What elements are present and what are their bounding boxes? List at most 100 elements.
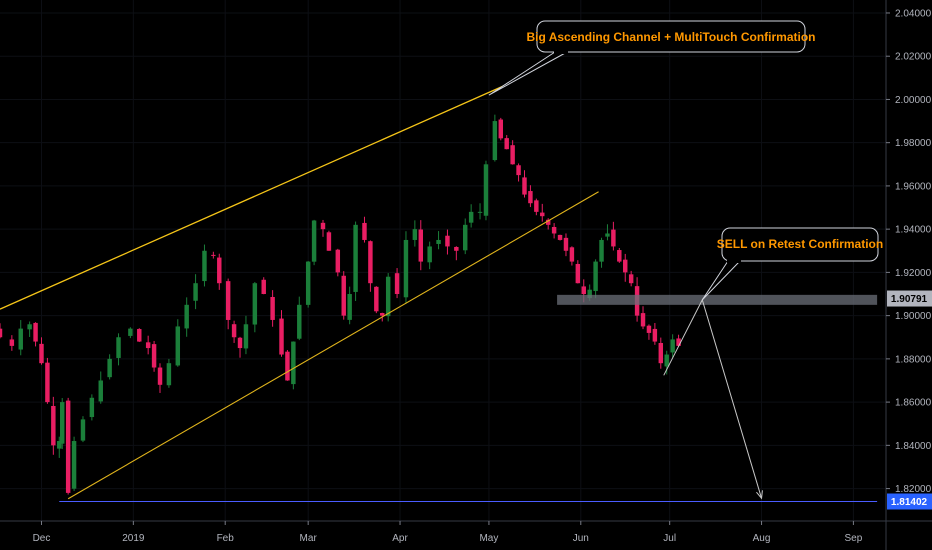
candle-down bbox=[368, 241, 373, 284]
grid bbox=[0, 0, 886, 521]
callout-text: Big Ascending Channel + MultiTouch Confi… bbox=[527, 30, 816, 44]
candle-down bbox=[545, 219, 551, 225]
channel-upper-line[interactable] bbox=[0, 83, 507, 310]
candle-down bbox=[623, 259, 628, 273]
candle-up bbox=[436, 239, 441, 244]
candle-up bbox=[605, 233, 610, 237]
price-axis[interactable]: 2.04000 2.02000 2.00000 1.98000 1.96000 1.940… bbox=[886, 8, 932, 495]
candle-down bbox=[611, 229, 616, 247]
x-tick-label: Feb bbox=[217, 533, 235, 544]
candle-down bbox=[145, 342, 151, 349]
x-tick-label: Sep bbox=[845, 533, 863, 544]
callout-box[interactable] bbox=[536, 20, 806, 53]
y-tick-label: 2.00000 bbox=[895, 95, 932, 106]
candle-up bbox=[291, 341, 296, 385]
candle-down bbox=[0, 328, 3, 338]
candle-up bbox=[483, 164, 489, 216]
x-tick-label: Aug bbox=[753, 533, 771, 544]
candle-up bbox=[670, 339, 675, 353]
x-tick-label: Mar bbox=[300, 533, 318, 544]
candle-down bbox=[516, 165, 521, 176]
callout-text: SELL on Retest Confirmation bbox=[717, 237, 883, 251]
price-tag-label: 1.81402 bbox=[891, 497, 928, 508]
candle-up bbox=[463, 224, 468, 251]
callouts: Big Ascending Channel + MultiTouch Confi… bbox=[488, 20, 883, 301]
candle-down bbox=[39, 343, 44, 364]
candle-down bbox=[320, 222, 326, 230]
candle-down bbox=[617, 250, 622, 262]
candle-down bbox=[211, 254, 216, 256]
candle-down bbox=[581, 286, 586, 295]
candle-down bbox=[522, 177, 527, 195]
candle-up bbox=[107, 358, 112, 378]
candle-down bbox=[418, 229, 423, 262]
candle-up bbox=[664, 354, 669, 367]
y-tick-label: 1.90000 bbox=[895, 311, 932, 322]
candle-down bbox=[510, 145, 515, 165]
candle-down bbox=[270, 296, 275, 320]
candle-up bbox=[587, 289, 592, 299]
resistance-zone[interactable] bbox=[557, 294, 878, 305]
candle-up bbox=[80, 419, 86, 441]
projection-arrowhead bbox=[756, 490, 763, 500]
candle-down bbox=[563, 237, 569, 251]
x-tick-label: May bbox=[479, 533, 498, 544]
candle-up bbox=[412, 229, 418, 240]
candle-up bbox=[60, 402, 65, 444]
candle-up bbox=[243, 324, 249, 349]
candle-down bbox=[445, 235, 450, 247]
candle-down bbox=[504, 138, 509, 150]
y-tick-label: 1.84000 bbox=[895, 441, 932, 452]
candle-down bbox=[362, 222, 367, 240]
price-tag-label: 1.90791 bbox=[891, 294, 928, 305]
callout-seam bbox=[554, 50, 568, 54]
candle-down bbox=[261, 279, 266, 295]
price-tags: 1.90791 1.81402 bbox=[887, 290, 932, 510]
candle-down bbox=[137, 329, 142, 342]
candle-down bbox=[640, 313, 646, 327]
candle-up bbox=[427, 246, 432, 263]
candle-up bbox=[57, 441, 62, 449]
candle-up bbox=[184, 304, 189, 329]
candle-up bbox=[175, 326, 181, 366]
candle-down bbox=[335, 249, 341, 273]
candle-up bbox=[252, 283, 258, 325]
candle-up bbox=[403, 239, 409, 298]
candle-up bbox=[477, 211, 483, 213]
candle-up bbox=[128, 328, 133, 336]
candle-down bbox=[528, 191, 533, 204]
x-tick-label: Jun bbox=[573, 533, 589, 544]
candle-up bbox=[71, 441, 77, 489]
candle-up bbox=[89, 397, 95, 418]
candle-down bbox=[658, 342, 664, 364]
candle-up bbox=[305, 261, 311, 305]
candle-down bbox=[45, 362, 50, 403]
channel-lower-line[interactable] bbox=[67, 191, 599, 500]
candle-up bbox=[492, 121, 498, 161]
candle-up bbox=[593, 261, 598, 292]
candle-up bbox=[599, 239, 604, 262]
candle-down bbox=[51, 405, 56, 446]
candle-down bbox=[454, 246, 459, 251]
candle-down bbox=[534, 200, 539, 212]
candle-up bbox=[468, 211, 474, 223]
y-tick-label: 1.86000 bbox=[895, 398, 932, 409]
callout-box[interactable] bbox=[721, 227, 879, 262]
y-tick-label: 1.88000 bbox=[895, 354, 932, 365]
y-tick-label: 2.04000 bbox=[895, 8, 932, 19]
y-tick-label: 1.98000 bbox=[895, 138, 932, 149]
callout-pointer bbox=[701, 260, 741, 301]
candle-down bbox=[646, 325, 652, 333]
candle-down bbox=[9, 339, 15, 346]
candle-down bbox=[285, 351, 290, 381]
callout-seam bbox=[727, 259, 741, 263]
candle-up bbox=[311, 220, 317, 262]
candle-down bbox=[279, 318, 284, 355]
drawings bbox=[0, 83, 878, 503]
time-axis[interactable]: Dec 2019 Feb Mar Apr May Jun Jul Aug Sep bbox=[33, 521, 863, 544]
callout-pointer bbox=[488, 51, 568, 96]
candle-down bbox=[65, 400, 71, 493]
candle-down bbox=[575, 263, 581, 284]
